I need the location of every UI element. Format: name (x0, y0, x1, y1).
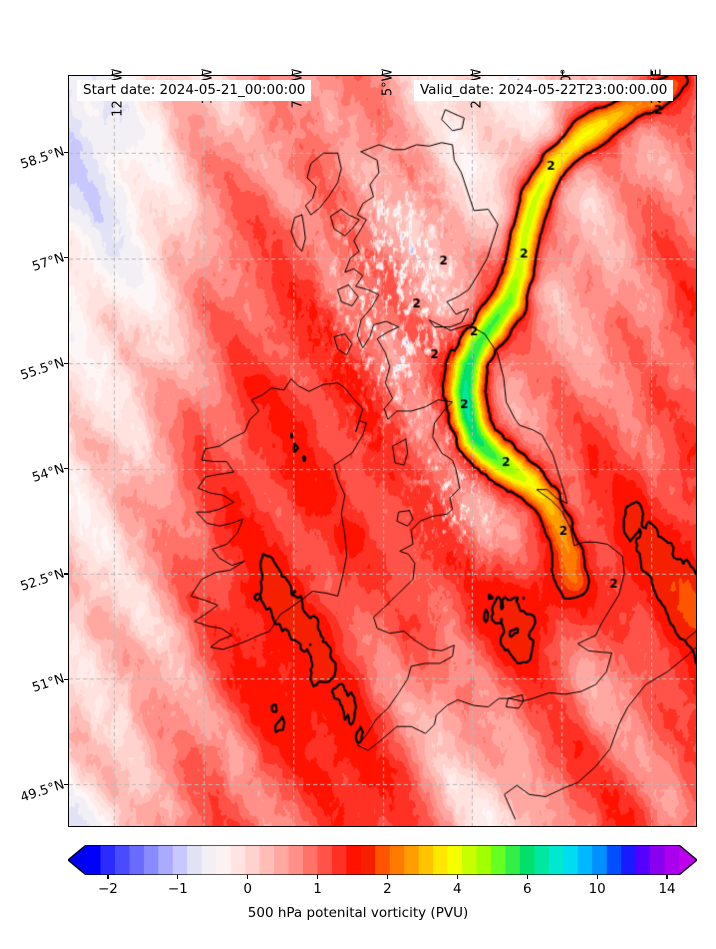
lon-tickmark (202, 71, 204, 75)
colorbar-tickmark (316, 875, 319, 879)
colorbar-tick-label-8: 14 (658, 881, 676, 897)
colorbar-tick-label-5: 4 (453, 881, 462, 897)
colorbar-tick-label-3: 1 (313, 881, 322, 897)
colorbar-tickmark (596, 875, 598, 879)
lat-tick-label-0: 58.5°N (18, 144, 67, 173)
colorbar-tick-label-4: 2 (383, 881, 392, 897)
valid-date-annotation: Valid_date: 2024-05-22T23:00:00.00 (414, 80, 674, 102)
colorbar-tickmark (666, 875, 668, 879)
lon-tickmark (561, 71, 563, 75)
colorbar-tick-label-7: 10 (588, 881, 606, 897)
colorbar-tickmark (526, 875, 528, 879)
colorbar-tick-label-1: −1 (167, 881, 188, 897)
lat-tickmark (64, 151, 68, 153)
lat-tickmark (64, 467, 68, 470)
lat-tickmark (64, 573, 68, 575)
colorbar-tickmark (107, 875, 109, 879)
lon-tickmark (112, 71, 114, 75)
colorbar-tick-label-6: 6 (522, 881, 532, 897)
lat-tick-label-1: 57°N (30, 250, 67, 275)
potential-vorticity-heatmap (69, 76, 696, 826)
colorbar[interactable] (68, 845, 697, 875)
lat-tick-label-5: 51°N (30, 671, 67, 697)
lat-tickmark (64, 257, 68, 259)
colorbar-tick-label-2: 0 (243, 881, 252, 897)
lat-tick-label-3: 54°N (30, 460, 67, 486)
colorbar-gradient (68, 845, 697, 875)
colorbar-tick-label-0: −2 (97, 881, 118, 897)
lon-tickmark (292, 71, 294, 75)
lon-tickmark (651, 71, 653, 75)
colorbar-tickmark (386, 875, 389, 879)
map-plot-area[interactable] (68, 75, 697, 827)
lon-tickmark (471, 71, 473, 75)
lat-tickmark (64, 362, 68, 364)
lat-tickmark (64, 784, 68, 786)
colorbar-tickmark (456, 875, 458, 879)
colorbar-tickmark (177, 875, 179, 879)
lon-tick-label-3: 5°W (380, 68, 395, 97)
lon-tickmark (381, 71, 384, 75)
start-date-annotation: Start date: 2024-05-21_00:00:00 (77, 80, 312, 102)
colorbar-title: 500 hPa potenital vorticity (PVU) (247, 905, 469, 921)
colorbar-tickmark (247, 875, 249, 879)
lat-tick-label-6: 49.5°N (18, 777, 67, 806)
lat-tick-label-4: 52.5°N (18, 566, 67, 595)
lat-tick-label-2: 55.5°N (18, 355, 67, 384)
lat-tickmark (64, 678, 68, 680)
